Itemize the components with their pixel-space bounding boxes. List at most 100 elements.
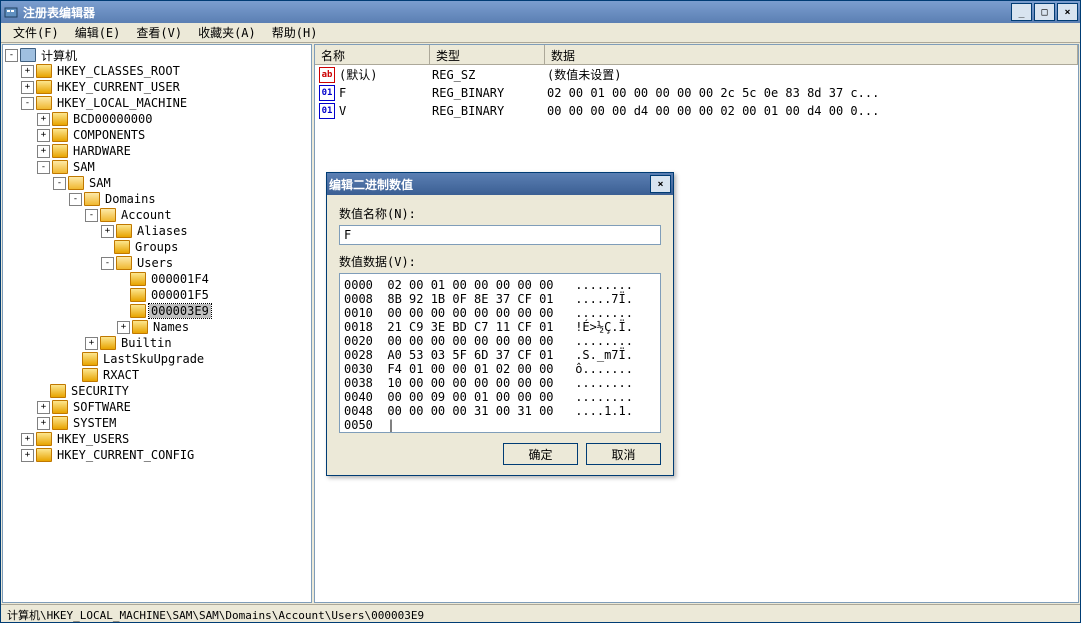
tree-node-sam2[interactable]: - SAM: [5, 175, 309, 191]
tree-label: COMPONENTS: [71, 128, 147, 142]
tree-node-hardware[interactable]: +HARDWARE: [5, 143, 309, 159]
tree-toggle[interactable]: +: [37, 129, 50, 142]
dialog-title: 编辑二进制数值: [329, 176, 650, 193]
tree-node-users[interactable]: - Users: [5, 255, 309, 271]
dialog-close-button[interactable]: ×: [650, 175, 671, 193]
tree-node-names[interactable]: +Names: [5, 319, 309, 335]
folder-icon: [52, 128, 68, 142]
folder-icon: [68, 176, 84, 190]
ok-button[interactable]: 确定: [503, 443, 578, 465]
tree-toggle[interactable]: +: [21, 449, 34, 462]
folder-icon: [130, 272, 146, 286]
tree-node-lastsku[interactable]: LastSkuUpgrade: [5, 351, 309, 367]
tree-node-account[interactable]: - Account: [5, 207, 309, 223]
hex-editor[interactable]: 0000 02 00 01 00 00 00 00 00 ........ 00…: [339, 273, 661, 433]
tree-node-u1f4[interactable]: 000001F4: [5, 271, 309, 287]
value-name-input[interactable]: [339, 225, 661, 245]
folder-icon: [52, 144, 68, 158]
minimize-button[interactable]: _: [1011, 3, 1032, 21]
tree-node-rxact[interactable]: RXACT: [5, 367, 309, 383]
col-type[interactable]: 类型: [430, 45, 545, 64]
tree-panel[interactable]: -计算机 + HKEY_CLASSES_ROOT + HKEY_CURRENT_USER…: [2, 44, 312, 603]
tree-toggle[interactable]: +: [37, 401, 50, 414]
list-row[interactable]: ab(默认)REG_SZ(数值未设置): [315, 65, 1078, 84]
tree-toggle[interactable]: +: [37, 145, 50, 158]
col-name[interactable]: 名称: [315, 45, 430, 64]
menu-view[interactable]: 查看(V): [128, 22, 190, 43]
tree-node-domains[interactable]: -Domains: [5, 191, 309, 207]
tree-node-bcd[interactable]: + BCD00000000: [5, 111, 309, 127]
tree-toggle[interactable]: -: [37, 161, 50, 174]
tree-toggle[interactable]: -: [53, 177, 66, 190]
folder-icon: [52, 112, 68, 126]
menu-edit[interactable]: 编辑(E): [67, 22, 129, 43]
folder-icon: [36, 96, 52, 110]
tree-label: 000003E9: [149, 304, 211, 318]
tree-node-components[interactable]: + COMPONENTS: [5, 127, 309, 143]
tree-label: 000001F5: [149, 288, 211, 302]
tree-label: SAM: [71, 160, 97, 174]
tree-toggle[interactable]: -: [5, 49, 18, 62]
tree-label: HKEY_CLASSES_ROOT: [55, 64, 182, 78]
tree-node-hkcr[interactable]: + HKEY_CLASSES_ROOT: [5, 63, 309, 79]
tree-toggle[interactable]: +: [21, 433, 34, 446]
close-button[interactable]: ×: [1057, 3, 1078, 21]
tree-label: HKEY_CURRENT_CONFIG: [55, 448, 196, 462]
tree-node-builtin[interactable]: +Builtin: [5, 335, 309, 351]
tree-node-hku[interactable]: +HKEY_USERS: [5, 431, 309, 447]
string-icon: ab: [319, 67, 335, 83]
tree-node-system[interactable]: +SYSTEM: [5, 415, 309, 431]
tree-node-groups[interactable]: Groups: [5, 239, 309, 255]
tree-node-aliases[interactable]: +Aliases: [5, 223, 309, 239]
folder-icon: [130, 288, 146, 302]
col-data[interactable]: 数据: [545, 45, 1078, 64]
cell-type: REG_SZ: [432, 68, 547, 82]
tree-toggle[interactable]: +: [85, 337, 98, 350]
menu-favorites[interactable]: 收藏夹(A): [190, 22, 264, 43]
edit-binary-dialog: 编辑二进制数值 × 数值名称(N): 数值数据(V): 0000 02 00 0…: [326, 172, 674, 476]
list-row[interactable]: 01FREG_BINARY02 00 01 00 00 00 00 00 2c …: [315, 84, 1078, 102]
tree-node-hkcc[interactable]: + HKEY_CURRENT_CONFIG: [5, 447, 309, 463]
tree-node-hklm[interactable]: -HKEY_LOCAL_MACHINE: [5, 95, 309, 111]
tree-node-software[interactable]: +SOFTWARE: [5, 399, 309, 415]
folder-icon: [82, 352, 98, 366]
folder-icon: [82, 368, 98, 382]
tree-label: SAM: [87, 176, 113, 190]
app-icon: [3, 4, 19, 20]
tree-toggle[interactable]: +: [21, 65, 34, 78]
tree-toggle[interactable]: -: [101, 257, 114, 270]
statusbar: 计算机\HKEY_LOCAL_MACHINE\SAM\SAM\Domains\A…: [1, 604, 1080, 622]
tree-label: HKEY_CURRENT_USER: [55, 80, 182, 94]
dialog-titlebar[interactable]: 编辑二进制数值 ×: [327, 173, 673, 195]
tree-toggle[interactable]: +: [101, 225, 114, 238]
folder-icon: [100, 208, 116, 222]
tree-node-root[interactable]: -计算机: [5, 47, 309, 63]
tree-node-hkcu[interactable]: + HKEY_CURRENT_USER: [5, 79, 309, 95]
maximize-button[interactable]: □: [1034, 3, 1055, 21]
list-row[interactable]: 01VREG_BINARY00 00 00 00 d4 00 00 00 02 …: [315, 102, 1078, 120]
tree-toggle[interactable]: -: [85, 209, 98, 222]
tree-node-security[interactable]: SECURITY: [5, 383, 309, 399]
cancel-button[interactable]: 取消: [586, 443, 661, 465]
cell-name: V: [339, 104, 432, 118]
tree-label: BCD00000000: [71, 112, 154, 126]
name-label: 数值名称(N):: [339, 205, 661, 222]
tree-label: RXACT: [101, 368, 141, 382]
tree-toggle[interactable]: -: [69, 193, 82, 206]
tree-label: Users: [135, 256, 175, 270]
folder-icon: [116, 256, 132, 270]
tree-toggle[interactable]: +: [37, 113, 50, 126]
tree-node-u1f5[interactable]: 000001F5: [5, 287, 309, 303]
tree-toggle[interactable]: +: [21, 81, 34, 94]
tree-toggle[interactable]: +: [117, 321, 130, 334]
folder-icon: [52, 160, 68, 174]
menu-help[interactable]: 帮助(H): [264, 22, 326, 43]
menu-file[interactable]: 文件(F): [5, 22, 67, 43]
menubar: 文件(F) 编辑(E) 查看(V) 收藏夹(A) 帮助(H): [1, 23, 1080, 43]
tree-node-sam1[interactable]: - SAM: [5, 159, 309, 175]
tree-node-u3e9[interactable]: 000003E9: [5, 303, 309, 319]
tree-toggle[interactable]: +: [37, 417, 50, 430]
tree-label: Account: [119, 208, 174, 222]
tree-toggle[interactable]: -: [21, 97, 34, 110]
window-controls: _ □ ×: [1011, 3, 1078, 21]
